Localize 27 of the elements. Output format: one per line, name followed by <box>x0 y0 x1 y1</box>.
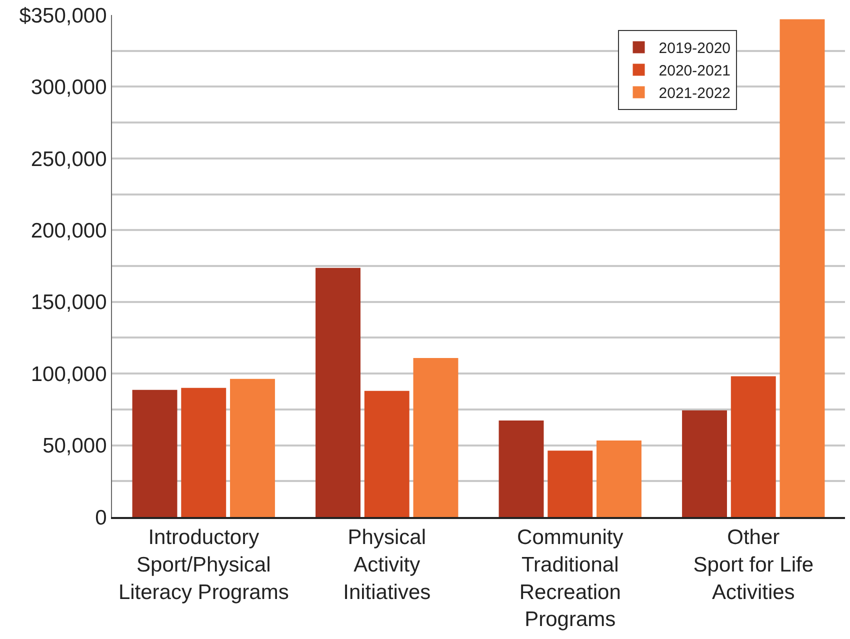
x-tick-label: Introductory Sport/Physical Literacy Programs <box>118 526 289 604</box>
bar <box>413 358 458 517</box>
y-tick-label: 0 <box>95 506 107 530</box>
bar <box>682 410 727 517</box>
x-tick-label: Other Sport for Life Activities <box>693 526 814 604</box>
y-tick-label: 300,000 <box>30 76 107 100</box>
bar <box>132 390 178 517</box>
y-tick-label: $350,000 <box>19 4 107 28</box>
y-tick-label: 150,000 <box>30 291 107 314</box>
legend-label: 2020-2021 <box>658 62 731 80</box>
bar <box>548 450 593 517</box>
bar <box>498 420 544 517</box>
bar <box>730 376 776 517</box>
bar <box>596 440 642 517</box>
legend-label: 2021-2022 <box>658 85 731 102</box>
y-tick-label: 250,000 <box>30 148 107 171</box>
bar <box>316 268 360 517</box>
x-tick-label: Physical Activity Initiatives <box>343 526 431 604</box>
bar <box>780 19 825 517</box>
legend-label: 2019-2020 <box>658 40 731 58</box>
bar <box>230 378 275 517</box>
y-tick-label: 100,000 <box>30 362 107 386</box>
y-tick-label: 200,000 <box>30 219 107 242</box>
y-tick-label: 50,000 <box>42 434 107 458</box>
bar <box>364 390 410 517</box>
x-tick-label: Community Traditional Recreation Programs <box>517 526 624 632</box>
bar <box>181 388 226 517</box>
